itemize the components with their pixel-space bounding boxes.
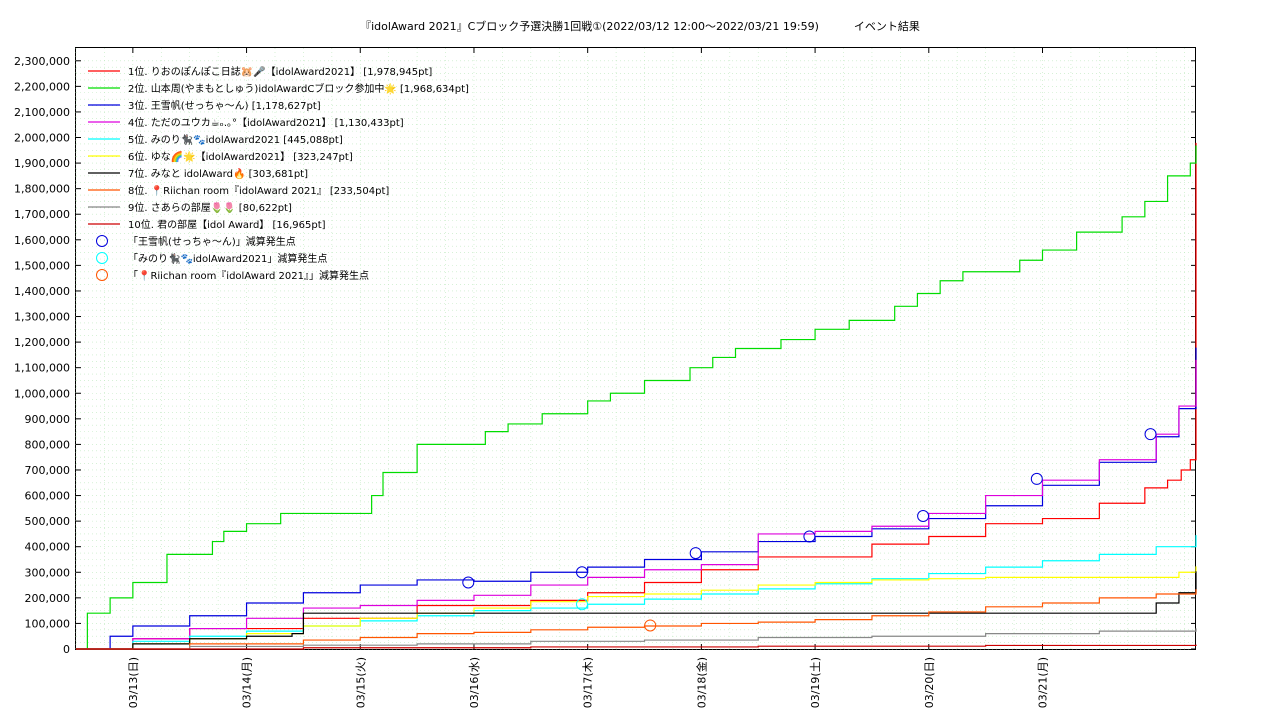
- x-tick-label: 03/20(日): [923, 657, 936, 708]
- series-line: [76, 142, 1197, 650]
- legend-label: 2位. 山本周(やまもとしゅう)idolAwardCブロック参加中🌟 [1,96…: [128, 82, 469, 95]
- legend-label: 8位. 📍Riichan room『idolAward 2021』 [233,5…: [128, 184, 389, 197]
- legend-label: 3位. 王雪帆(せっちゃ〜ん) [1,178,627pt]: [128, 99, 321, 112]
- y-tick-label: 1,100,000: [14, 362, 70, 375]
- legend-label: 1位. りおのぽんぽこ日誌🐹🎤【idolAward2021】 [1,978,94…: [128, 65, 432, 78]
- x-tick-label: 03/13(日): [127, 657, 140, 708]
- legend-label: 「王雪帆(せっちゃ〜ん)」減算発生点: [128, 235, 296, 248]
- y-tick-label: 2,200,000: [14, 80, 70, 93]
- series-line: [76, 644, 1197, 650]
- x-tick-label: 03/19(土): [809, 657, 822, 708]
- chart-title: 『idolAward 2021』Cブロック予選決勝1回戦①(2022/03/12…: [0, 18, 1280, 34]
- y-tick-label: 1,700,000: [14, 208, 70, 221]
- legend-label: 「📍Riichan room『idolAward 2021』」減算発生点: [128, 269, 369, 282]
- marker-point: [1030, 472, 1043, 485]
- legend-label: 5位. みのり🐈‍⬛🐾idolAward2021 [445,088pt]: [128, 133, 343, 146]
- legend-marker: [96, 269, 108, 281]
- x-tick-label: 03/18(金): [694, 657, 708, 708]
- marker-point: [575, 598, 588, 611]
- marker-point: [917, 510, 930, 523]
- y-tick-label: 0: [63, 643, 70, 656]
- series-line: [76, 566, 1197, 650]
- legend-label: 4位. ただのユウカ☕ₒ.｡°【idolAward2021】 [1,130,43…: [128, 116, 404, 129]
- y-tick-label: 800,000: [25, 438, 71, 451]
- y-tick-label: 2,300,000: [14, 55, 70, 68]
- subtitle-text: イベント結果: [853, 20, 920, 33]
- series-line: [76, 535, 1197, 650]
- series-lines: [76, 142, 1197, 650]
- title-text: 『idolAward 2021』Cブロック予選決勝1回戦①(2022/03/12…: [360, 20, 819, 33]
- y-tick-label: 900,000: [25, 413, 71, 426]
- series-line: [76, 589, 1197, 650]
- y-tick-label: 1,500,000: [14, 259, 70, 272]
- x-tick-label: 03/21(月): [1036, 657, 1049, 708]
- x-tick-label: 03/17(木): [582, 657, 595, 708]
- y-tick-label: 1,400,000: [14, 285, 70, 298]
- x-tick-label: 03/16(水): [468, 657, 481, 708]
- legend-label: 6位. ゆな🌈🌟【idolAward2021】 [323,247pt]: [128, 150, 353, 163]
- series-line: [76, 347, 1197, 650]
- y-tick-label: 1,800,000: [14, 183, 70, 196]
- y-tick-label: 1,900,000: [14, 157, 70, 170]
- y-tick-label: 600,000: [25, 490, 71, 503]
- legend-label: 10位. 君の部屋【idol Award】 [16,965pt]: [128, 218, 326, 231]
- y-axis: 0 100,000 200,000 300,000 400,000 500,000 600,…: [14, 55, 1196, 656]
- y-tick-label: 1,000,000: [14, 387, 70, 400]
- legend-label: 9位. さあらの部屋🌷🌷 [80,622pt]: [128, 201, 292, 214]
- marker-point: [1144, 428, 1157, 441]
- legend-marker: [96, 252, 108, 264]
- marker-point: [689, 547, 702, 560]
- legend-label: 7位. みなと idolAward🔥 [303,681pt]: [128, 167, 308, 180]
- y-tick-label: 500,000: [25, 515, 71, 528]
- series-markers: [462, 428, 1157, 632]
- marker-point: [644, 619, 657, 632]
- legend-label: 「みのり🐈‍⬛🐾idolAward2021」減算発生点: [128, 252, 327, 265]
- grid: [75, 48, 1196, 650]
- y-tick-label: 100,000: [25, 617, 71, 630]
- marker-point: [462, 576, 475, 589]
- y-tick-label: 300,000: [25, 566, 71, 579]
- y-tick-label: 700,000: [25, 464, 71, 477]
- x-tick-label: 03/15(火): [354, 657, 367, 708]
- x-axis: 03/13(日) 03/14(月) 03/15(火) 03/16(水) 03/17(木)…: [127, 48, 1049, 708]
- series-line: [76, 145, 1197, 650]
- y-tick-label: 1,300,000: [14, 311, 70, 324]
- series-line: [76, 628, 1197, 650]
- y-tick-label: 1,200,000: [14, 336, 70, 349]
- legend: 1位. りおのぽんぽこ日誌🐹🎤【idolAward2021】 [1,978,94…: [88, 65, 469, 282]
- y-tick-label: 400,000: [25, 541, 71, 554]
- legend-marker: [96, 235, 108, 247]
- series-line: [76, 359, 1197, 650]
- marker-point: [575, 566, 588, 579]
- marker-point: [803, 530, 816, 543]
- y-tick-label: 2,100,000: [14, 106, 70, 119]
- series-line: [76, 571, 1197, 650]
- y-tick-label: 1,600,000: [14, 234, 70, 247]
- x-tick-label: 03/14(月): [241, 657, 254, 708]
- y-tick-label: 2,000,000: [14, 132, 70, 145]
- y-tick-label: 200,000: [25, 592, 71, 605]
